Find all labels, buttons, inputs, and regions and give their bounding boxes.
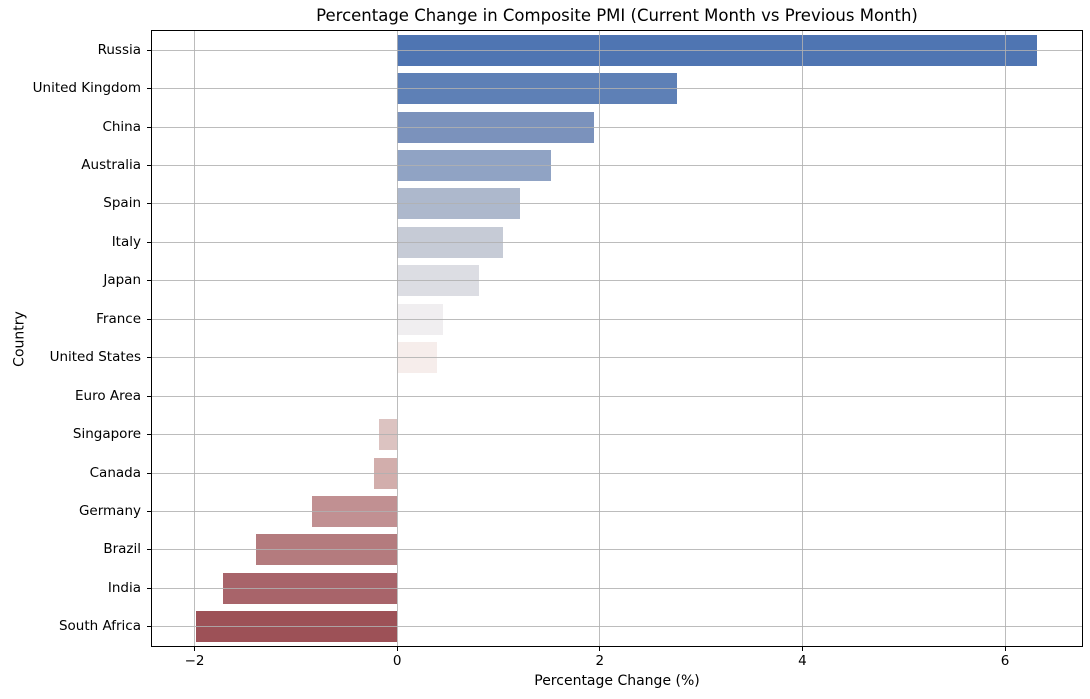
gridline-x-0 (396, 31, 398, 646)
y-tick-mark-japan (147, 280, 151, 282)
y-tick-mark-united-kingdom (147, 88, 151, 90)
x-tick-label-0: 0 (392, 653, 402, 669)
y-axis: Russia United Kingdom China Australia Spain I… (0, 31, 151, 646)
gridline-y-italy (152, 241, 1082, 243)
gridline-y-south-africa (152, 626, 1082, 628)
gridline-x-4 (801, 31, 803, 646)
gridline-y-australia (152, 165, 1082, 167)
gridline-y-united-states (152, 357, 1082, 359)
gridline-y-canada (152, 472, 1082, 474)
y-tick-label-india: India (107, 579, 141, 596)
y-tick-mark-france (147, 318, 151, 320)
y-tick-label-spain: Spain (103, 195, 141, 212)
x-tick-mark-0 (396, 647, 398, 651)
y-tick-mark-euro-area (147, 395, 151, 397)
y-tick-label-canada: Canada (89, 464, 141, 481)
y-tick-label-russia: Russia (97, 41, 141, 58)
gridline-x-6 (1004, 31, 1006, 646)
plot-area (152, 31, 1082, 646)
y-tick-label-france: France (96, 310, 141, 327)
x-tick-label-2: 2 (595, 653, 605, 669)
x-tick-label--2: −2 (184, 653, 205, 669)
y-tick-label-united-kingdom: United Kingdom (32, 80, 141, 97)
x-axis: −2 0 2 4 6 (152, 647, 1082, 677)
y-tick-mark-singapore (147, 434, 151, 436)
gridline-y-india (152, 587, 1082, 589)
chart-title: Percentage Change in Composite PMI (Curr… (316, 6, 918, 25)
y-tick-mark-united-states (147, 357, 151, 359)
y-tick-label-germany: Germany (78, 502, 141, 519)
x-tick-label-6: 6 (1000, 653, 1010, 669)
y-tick-label-euro-area: Euro Area (75, 387, 141, 404)
y-tick-label-united-states: United States (49, 349, 141, 366)
x-tick-mark-6 (1004, 647, 1006, 651)
y-tick-label-china: China (102, 118, 141, 135)
y-tick-label-brazil: Brazil (103, 541, 141, 558)
x-tick-mark-4 (801, 647, 803, 651)
y-tick-mark-australia (147, 165, 151, 167)
y-tick-label-south-africa: South Africa (58, 618, 141, 635)
gridline-y-spain (152, 203, 1082, 205)
y-tick-mark-germany (147, 510, 151, 512)
y-tick-label-japan: Japan (103, 272, 141, 289)
gridline-y-united-kingdom (152, 88, 1082, 90)
x-tick-label-4: 4 (798, 653, 807, 669)
y-tick-mark-canada (147, 472, 151, 474)
gridline-y-brazil (152, 549, 1082, 551)
gridline-y-germany (152, 510, 1082, 512)
y-tick-mark-south-africa (147, 626, 151, 628)
gridline-y-russia (152, 49, 1082, 51)
gridline-y-singapore (152, 434, 1082, 436)
y-tick-label-singapore: Singapore (72, 426, 141, 443)
gridline-x--2 (194, 31, 196, 646)
x-tick-mark-2 (599, 647, 601, 651)
gridline-y-china (152, 126, 1082, 128)
y-tick-mark-china (147, 126, 151, 128)
y-tick-mark-italy (147, 241, 151, 243)
y-tick-label-italy: Italy (111, 233, 141, 250)
y-tick-mark-spain (147, 203, 151, 205)
y-tick-mark-russia (147, 49, 151, 51)
x-axis-title: Percentage Change (%) (534, 673, 700, 689)
gridline-y-japan (152, 280, 1082, 282)
y-tick-mark-brazil (147, 549, 151, 551)
gridline-y-euro-area (152, 395, 1082, 397)
gridline-y-france (152, 318, 1082, 320)
x-tick-mark--2 (194, 647, 196, 651)
gridline-x-2 (599, 31, 601, 646)
y-tick-mark-india (147, 587, 151, 589)
y-tick-label-australia: Australia (81, 157, 141, 174)
